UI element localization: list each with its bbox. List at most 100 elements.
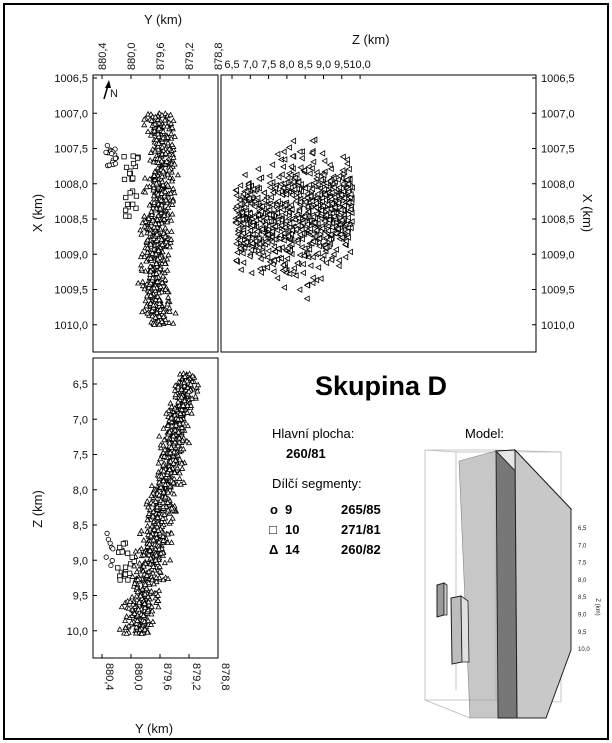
point-seg10-xy — [122, 207, 129, 213]
point-seg14-zy — [164, 530, 171, 537]
point-seg14-map — [237, 266, 244, 274]
point-seg14-xy — [139, 250, 146, 257]
point-seg14-map — [258, 203, 265, 210]
point-seg14-map — [311, 219, 318, 227]
y-tick-label-bottom: 879,6 — [161, 663, 173, 691]
point-seg14-map — [255, 250, 262, 258]
point-seg14-map — [274, 256, 280, 263]
point-seg14-zy — [147, 621, 155, 627]
point-seg14-map — [328, 256, 335, 264]
point-seg14-zy — [184, 377, 191, 384]
z-tick-label-left: 8,5 — [73, 520, 88, 532]
point-seg14-zy — [147, 554, 154, 561]
point-seg14-map — [326, 161, 333, 169]
point-seg14-zy — [184, 409, 191, 415]
point-seg14-map — [286, 220, 293, 227]
point-seg10-xy — [133, 193, 140, 199]
point-seg14-xy — [146, 201, 153, 208]
point-seg14-xy — [143, 183, 150, 190]
point-seg14-xy — [162, 150, 169, 156]
point-seg14-zy — [148, 482, 155, 489]
point-seg14-xy — [144, 310, 151, 316]
point-seg14-zy — [178, 460, 185, 466]
point-seg14-zy — [165, 407, 172, 413]
point-seg9-xy — [112, 155, 119, 161]
y-tick-label-top: 880,0 — [126, 42, 138, 70]
point-seg14-xy — [147, 279, 154, 286]
point-seg14-map — [247, 246, 254, 254]
point-seg14-xy — [151, 245, 158, 252]
point-seg14-zy — [168, 539, 175, 545]
point-seg14-zy — [168, 422, 176, 429]
point-seg14-map — [248, 269, 255, 277]
point-seg14-xy — [150, 301, 157, 308]
point-seg14-map — [268, 228, 275, 235]
point-seg14-xy — [159, 173, 166, 179]
point-seg14-map — [324, 201, 331, 208]
y-tick-label-bottom: 878,8 — [219, 663, 231, 691]
model-segment-10-side — [460, 595, 470, 663]
point-seg14-map — [272, 248, 279, 255]
point-seg14-map — [254, 194, 261, 202]
point-seg14-map — [320, 171, 327, 179]
point-seg14-zy — [169, 515, 176, 521]
point-seg14-zy — [133, 620, 140, 626]
main-plane-label: Hlavní plocha: — [272, 426, 354, 441]
legend-row-14: Δ 14 260/82 — [269, 542, 381, 557]
point-seg14-map — [321, 217, 328, 225]
point-seg14-map — [281, 201, 288, 209]
point-seg14-zy — [166, 428, 173, 435]
point-seg14-xy — [156, 313, 163, 319]
point-seg14-xy — [166, 308, 173, 314]
point-seg14-map — [313, 172, 320, 179]
point-seg14-zy — [161, 453, 168, 459]
point-seg14-zy — [159, 515, 166, 521]
point-seg9-xy — [103, 149, 109, 155]
point-seg14-map — [274, 245, 281, 252]
point-seg9-zy — [104, 530, 110, 536]
model-slab-right — [514, 448, 572, 719]
point-seg14-zy — [170, 490, 178, 497]
point-seg14-xy — [149, 250, 156, 256]
point-seg14-map — [273, 209, 280, 217]
point-seg14-zy — [145, 601, 152, 608]
point-seg14-xy — [151, 321, 158, 328]
point-seg14-zy — [167, 458, 174, 464]
point-seg14-zy — [181, 397, 188, 404]
point-seg14-map — [344, 228, 351, 235]
point-seg14-zy — [167, 556, 174, 563]
point-seg14-zy — [153, 551, 160, 558]
point-seg14-map — [335, 262, 342, 270]
point-seg14-zy — [148, 492, 155, 499]
point-seg14-map — [299, 219, 306, 227]
north-label: N — [110, 88, 118, 100]
point-seg14-map — [255, 234, 262, 242]
point-seg14-zy — [178, 406, 185, 412]
point-seg9-xy — [109, 151, 115, 157]
point-seg14-zy — [154, 592, 162, 598]
point-seg14-xy — [154, 143, 162, 149]
point-seg10-xy — [123, 213, 129, 219]
point-seg14-map — [337, 191, 344, 199]
point-seg14-zy — [144, 522, 151, 529]
point-seg10-zy — [125, 550, 131, 556]
point-seg14-zy — [161, 511, 168, 517]
point-seg14-zy — [132, 547, 139, 554]
model-axis-tick-label: 9,5 — [578, 630, 587, 636]
point-seg14-zy — [157, 455, 164, 462]
point-seg14-map — [316, 235, 322, 242]
point-seg14-zy — [125, 622, 132, 629]
point-seg14-map — [271, 223, 278, 230]
y-tick-label-top: 878,8 — [213, 42, 225, 70]
point-seg14-xy — [143, 258, 150, 264]
point-seg10-xy — [130, 153, 136, 159]
point-seg14-zy — [150, 580, 157, 587]
point-seg10-zy — [127, 570, 133, 576]
point-seg14-xy — [157, 265, 164, 271]
point-seg14-map — [294, 259, 300, 267]
point-seg14-zy — [161, 446, 169, 453]
point-seg14-map — [307, 262, 314, 269]
figure-title: Skupina D — [315, 371, 447, 401]
point-seg14-xy — [166, 304, 173, 311]
point-seg14-zy — [168, 504, 175, 511]
